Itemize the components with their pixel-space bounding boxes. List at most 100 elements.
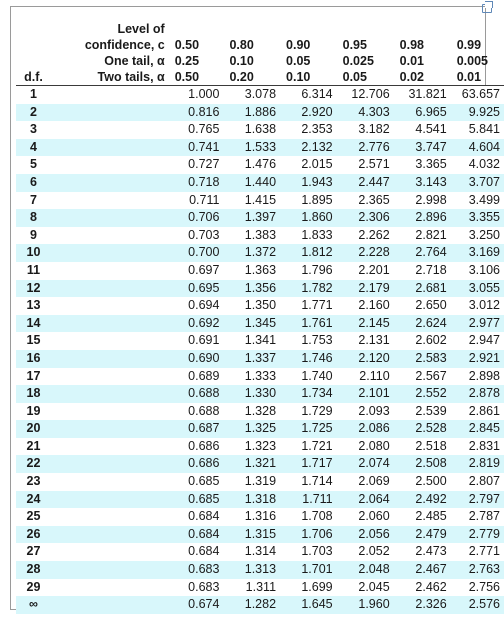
critical-value-cell: 0.694 — [168, 297, 224, 315]
critical-value-cell: 2.921 — [450, 349, 504, 368]
critical-value-cell: 2.064 — [336, 490, 394, 509]
confidence-value: 0.90 — [286, 38, 311, 52]
critical-value-cell: 4.604 — [450, 138, 504, 157]
df-cell: 25 — [16, 508, 51, 526]
critical-value-cell: 1.325 — [223, 420, 281, 438]
critical-value-cell: 1.860 — [280, 209, 337, 227]
two-tails-value: 0.01 — [450, 69, 504, 86]
df-cell: 17 — [16, 367, 51, 386]
critical-value-cell: 2.567 — [393, 367, 451, 386]
table-row: ∞ 0.674 1.282 1.645 1.960 2.326 2.576 — [16, 596, 504, 614]
df-cell: 9 — [16, 226, 51, 245]
critical-value-cell: 0.700 — [168, 244, 224, 262]
critical-value-cell: 1.960 — [336, 596, 394, 614]
critical-value-cell: 2.681 — [393, 279, 451, 298]
table-row: 22 0.686 1.321 1.717 2.074 2.508 2.819 — [16, 455, 504, 474]
critical-value-cell: 1.356 — [223, 279, 281, 298]
critical-value-cell: 2.160 — [336, 297, 394, 315]
critical-value-cell: 1.701 — [280, 561, 337, 579]
critical-value-cell: 2.756 — [450, 578, 504, 597]
critical-value-cell: 0.690 — [168, 349, 224, 368]
df-cell: 23 — [16, 473, 51, 491]
critical-value-cell: 2.947 — [450, 332, 504, 350]
critical-value-cell: 2.898 — [450, 367, 504, 386]
table-row: 9 0.703 1.383 1.833 2.262 2.821 3.250 — [16, 226, 504, 245]
confidence-value: 0.99 — [456, 38, 482, 52]
maximize-icon[interactable] — [482, 1, 493, 13]
critical-value-cell: 1.397 — [223, 209, 281, 227]
critical-value-cell: 2.056 — [336, 525, 394, 544]
critical-value-cell: 2.015 — [280, 156, 337, 174]
table-row: 29 0.683 1.311 1.699 2.045 2.462 2.756 — [16, 578, 504, 597]
critical-value-cell: 2.060 — [336, 508, 394, 526]
critical-value-cell: 1.706 — [280, 525, 337, 544]
critical-value-cell: 3.707 — [450, 173, 504, 192]
df-cell: 22 — [16, 455, 51, 474]
critical-value-cell: 2.821 — [393, 226, 451, 245]
critical-value-cell: 2.069 — [336, 473, 394, 491]
table-row: 10 0.700 1.372 1.812 2.228 2.764 3.169 — [16, 244, 504, 262]
critical-value-cell: 2.508 — [393, 455, 451, 474]
table-row: 19 0.688 1.328 1.729 2.093 2.539 2.861 — [16, 402, 504, 421]
critical-value-cell: 0.683 — [168, 561, 224, 579]
critical-value-cell: 2.365 — [336, 191, 394, 210]
critical-value-cell: 0.703 — [168, 226, 224, 245]
critical-value-cell: 2.896 — [393, 209, 451, 227]
critical-value-cell: 6.314 — [280, 85, 337, 104]
critical-value-cell: 3.106 — [450, 261, 504, 280]
critical-value-cell: 1.315 — [223, 525, 281, 544]
critical-value-cell: 2.086 — [336, 420, 394, 438]
critical-value-cell: 1.753 — [280, 332, 337, 350]
critical-value-cell: 4.303 — [336, 103, 394, 122]
critical-value-cell: 3.012 — [450, 297, 504, 315]
table-row: 27 0.684 1.314 1.703 2.052 2.473 2.771 — [16, 543, 504, 562]
critical-value-cell: 0.741 — [168, 138, 224, 157]
table-row: 15 0.691 1.341 1.753 2.131 2.602 2.947 — [16, 332, 504, 350]
critical-value-cell: 1.333 — [223, 367, 281, 386]
critical-value-cell: 2.120 — [336, 349, 394, 368]
critical-value-cell: 2.528 — [393, 420, 451, 438]
critical-value-cell: 0.691 — [168, 332, 224, 350]
critical-value-cell: 0.711 — [168, 191, 224, 210]
table-row: 21 0.686 1.323 1.721 2.080 2.518 2.831 — [16, 437, 504, 456]
critical-value-cell: 0.687 — [168, 420, 224, 438]
critical-value-cell: 2.602 — [393, 332, 451, 350]
critical-value-cell: 1.415 — [223, 191, 281, 210]
critical-value-cell: 2.650 — [393, 297, 451, 315]
table-row: 2 0.816 1.886 2.920 4.303 6.965 9.925 — [16, 103, 504, 122]
critical-value-cell: 2.624 — [393, 314, 451, 333]
critical-value-cell: 2.797 — [450, 490, 504, 509]
df-cell: 28 — [16, 561, 51, 579]
critical-value-cell: 1.323 — [223, 437, 281, 456]
one-tail-value: 0.25 — [174, 54, 200, 68]
confidence-value: 0.98 — [399, 38, 424, 52]
critical-value-cell: 0.683 — [168, 578, 224, 597]
df-cell: ∞ — [16, 596, 51, 614]
critical-value-cell: 2.132 — [280, 138, 337, 157]
critical-value-cell: 1.316 — [223, 508, 281, 526]
df-cell: 6 — [16, 173, 51, 192]
table-row: 17 0.689 1.333 1.740 2.110 2.567 2.898 — [16, 367, 504, 386]
critical-value-cell: 3.365 — [393, 156, 451, 174]
critical-value-cell: 1.311 — [223, 578, 281, 597]
critical-value-cell: 2.179 — [336, 279, 394, 298]
critical-value-cell: 2.518 — [393, 437, 451, 456]
critical-value-cell: 2.479 — [393, 525, 451, 544]
one-tail-value: 0.05 — [286, 54, 311, 68]
critical-value-cell: 4.032 — [450, 156, 504, 174]
critical-value-cell: 2.552 — [393, 385, 451, 403]
critical-value-cell: 1.729 — [280, 402, 337, 421]
confidence-label: confidence, c — [84, 38, 165, 52]
critical-value-cell: 2.776 — [336, 138, 394, 157]
critical-value-cell: 1.895 — [280, 191, 337, 210]
df-cell: 29 — [16, 578, 51, 597]
critical-value-cell: 0.816 — [168, 103, 224, 122]
table-row: 13 0.694 1.350 1.771 2.160 2.650 3.012 — [16, 297, 504, 315]
critical-value-cell: 1.350 — [223, 297, 281, 315]
table-row: 14 0.692 1.345 1.761 2.145 2.624 2.977 — [16, 314, 504, 333]
critical-value-cell: 31.821 — [393, 85, 451, 104]
critical-value-cell: 2.583 — [393, 349, 451, 368]
critical-value-cell: 1.330 — [223, 385, 281, 403]
critical-value-cell: 1.319 — [223, 473, 281, 491]
critical-value-cell: 2.485 — [393, 508, 451, 526]
